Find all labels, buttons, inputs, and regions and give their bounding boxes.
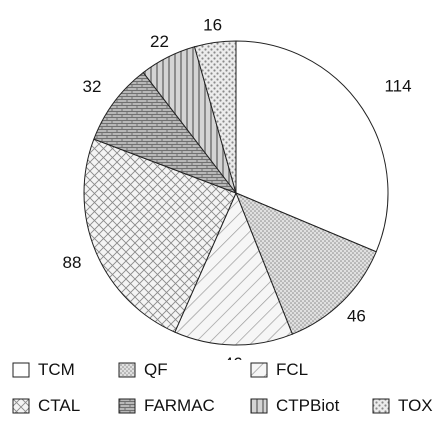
pie-slices [83, 40, 389, 346]
pie-data-labels: 114 46 46 88 32 22 16 [63, 15, 412, 360]
legend-label-tcm: TCM [38, 360, 75, 379]
legend-swatch-fcl [250, 362, 268, 378]
legend-label-fcl: FCL [276, 360, 309, 379]
legend-label-ctpbiot: CTPBiot [276, 396, 340, 415]
pie-slice-tox [193, 40, 237, 194]
legend-swatch-tox [372, 398, 390, 414]
legend-row-1: TCM QF FCL [12, 360, 444, 396]
legend-swatch-farmac [118, 398, 136, 414]
pie-slice-farmac [93, 71, 238, 195]
legend-swatch-ctal [12, 398, 30, 414]
pie-slice-qf [235, 192, 377, 335]
legend-swatch-ctpbiot [250, 398, 268, 414]
legend-item-tox: TOX [372, 396, 433, 416]
legend-swatch-qf [118, 362, 136, 378]
legend-item-ctpbiot: CTPBiot [250, 396, 339, 416]
legend-label-qf: QF [144, 360, 168, 379]
chart-legend: TCM QF FCL CTAL FARMAC CTPBiot TOX [12, 360, 444, 432]
pie-chart: 114 46 46 88 32 22 16 [63, 15, 412, 360]
data-label-tcm: 114 [384, 76, 411, 95]
legend-label-ctal: CTAL [38, 396, 81, 415]
data-label-ctal: 88 [63, 253, 82, 272]
legend-item-tcm: TCM [12, 360, 75, 380]
pie-slice-ctal [83, 138, 237, 333]
legend-item-ctal: CTAL [12, 396, 80, 416]
pie-slice-fcl [174, 191, 293, 346]
data-label-qf: 46 [347, 307, 366, 326]
legend-label-farmac: FARMAC [144, 396, 215, 415]
legend-item-qf: QF [118, 360, 168, 380]
legend-item-farmac: FARMAC [118, 396, 215, 416]
data-label-farmac: 32 [83, 77, 102, 96]
data-label-fcl: 46 [224, 354, 243, 360]
legend-label-tox: TOX [398, 396, 433, 415]
pie-slice-tcm [235, 40, 389, 253]
data-label-tox: 16 [203, 15, 222, 34]
data-label-ctpbiot: 22 [150, 32, 169, 51]
legend-row-2: CTAL FARMAC CTPBiot TOX [12, 396, 444, 432]
legend-swatch-tcm [12, 362, 30, 378]
legend-item-fcl: FCL [250, 360, 308, 380]
